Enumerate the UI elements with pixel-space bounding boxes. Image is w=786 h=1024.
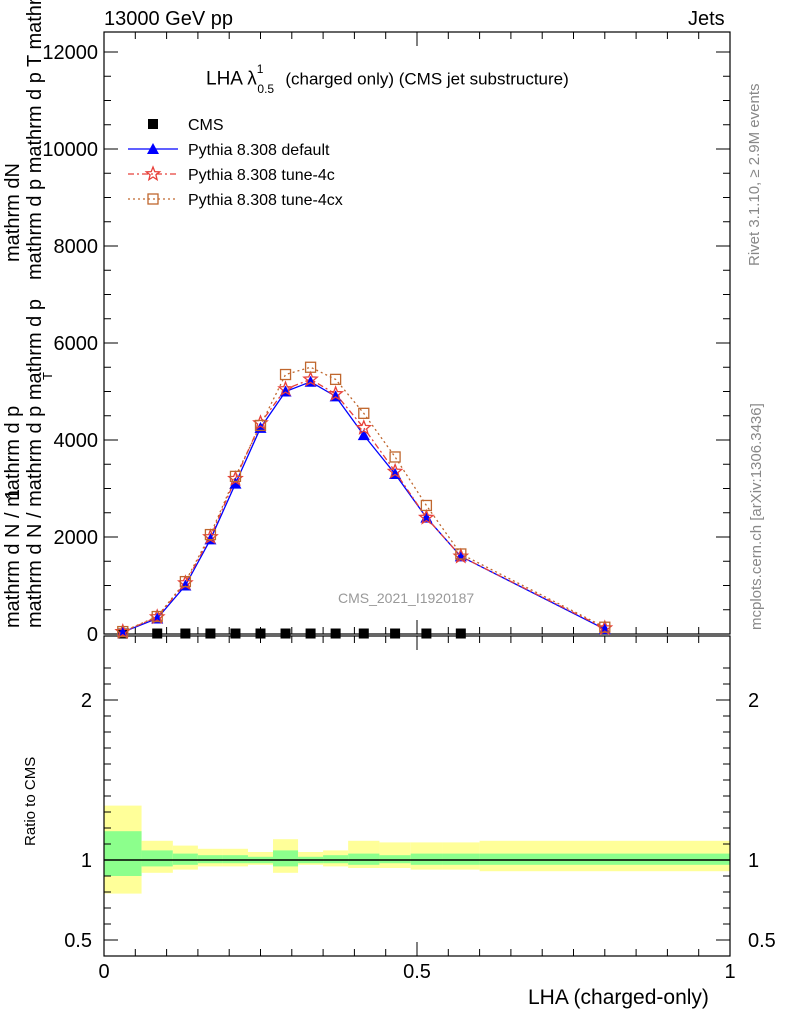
legend-label-1: Pythia 8.308 default xyxy=(188,142,330,159)
ratio-y-tick-label-left: 0.5 xyxy=(64,930,92,952)
series-point-3-9 xyxy=(358,407,370,419)
ratio-band-inner-12 xyxy=(442,853,480,865)
series-point-1-4 xyxy=(229,477,242,489)
series-point-2-10 xyxy=(386,462,404,479)
ratio-y-tick-label-right: 0.5 xyxy=(748,930,776,952)
ratio-y-tick-label-right: 2 xyxy=(748,690,759,712)
y-axis-label-line1: mathrm dN xyxy=(2,163,24,262)
ratio-y-tick-label-left: 2 xyxy=(81,690,92,712)
chart-title-rest: (charged only) (CMS jet substructure) xyxy=(285,69,569,89)
ratio-band-inner-4 xyxy=(222,855,248,864)
y-tick-label: 12000 xyxy=(42,42,98,64)
chart-title-sub: 0.5 xyxy=(257,82,275,97)
y-tick-label: 0 xyxy=(87,624,98,646)
series-point-0-10 xyxy=(390,628,401,639)
ratio-y-axis-label: Ratio to CMS xyxy=(22,756,39,846)
series-point-3-7 xyxy=(304,361,317,373)
chart-title-main: LHA λ xyxy=(206,68,257,90)
ratio-band-inner-1 xyxy=(141,850,173,867)
header-left: 13000 GeV pp xyxy=(104,8,233,30)
ratio-plot-frame xyxy=(103,635,731,957)
series-point-0-8 xyxy=(330,628,341,639)
series-point-2-8 xyxy=(327,385,344,402)
axis-ticks xyxy=(103,32,731,956)
ratio-band-inner-10 xyxy=(379,855,411,864)
chart-title-sup: 1 xyxy=(256,62,264,76)
series-point-3-13 xyxy=(599,621,611,633)
ratio-band-inner-13 xyxy=(479,853,730,865)
series-point-0-5 xyxy=(255,628,266,639)
ratio-band-inner-2 xyxy=(172,853,198,865)
legend-label-0: CMS xyxy=(188,117,224,134)
x-axis-label: LHA (charged-only) xyxy=(528,986,709,1009)
legend-marker-1 xyxy=(147,143,159,154)
ratio-band-inner-0 xyxy=(104,831,142,876)
tick-labels: 0 2000 4000 6000 8000 10000 12000 0 0.5 1 0.5 0.5 1 1… xyxy=(42,42,775,983)
series-point-0-7 xyxy=(305,628,316,639)
legend-label-3: Pythia 8.308 tune-4cx xyxy=(188,192,343,209)
ratio-frame-rect xyxy=(103,635,731,957)
series-point-0-2 xyxy=(180,628,191,639)
series-point-1-9 xyxy=(357,429,370,441)
ratio-band-inner-9 xyxy=(348,853,380,865)
x-tick-label: 0 xyxy=(98,961,109,983)
series-point-0-11 xyxy=(421,628,432,639)
y-tick-label: 2000 xyxy=(54,527,99,549)
series-point-0-4 xyxy=(230,628,241,639)
ratio-y-tick-label-left: 1 xyxy=(81,850,92,872)
series-point-0-12 xyxy=(455,628,466,639)
y-tick-label: 6000 xyxy=(54,333,99,355)
series-point-3-5 xyxy=(254,419,267,432)
series-point-2-11 xyxy=(417,508,435,525)
rivet-label: Rivet 3.1.10, ≥ 2.9M events xyxy=(746,83,763,267)
legend-marker-3 xyxy=(147,193,159,205)
series-point-3-6 xyxy=(279,368,292,381)
x-tick-label: 1 xyxy=(724,961,735,983)
legend-marker-0 xyxy=(148,119,158,129)
chart-title: LHA λ1 0.5 (charged only) (CMS jet substr… xyxy=(206,62,569,96)
series-point-0-1 xyxy=(152,628,163,639)
series-point-2-7 xyxy=(302,370,319,387)
y-axis-label-frac-bottom: mathrm d N / mathrm d p mathrm d p xyxy=(24,299,46,628)
ratio-band-inner-11 xyxy=(410,853,443,865)
ratio-band-inner-3 xyxy=(197,855,223,864)
series-point-0-9 xyxy=(358,628,369,639)
y-tick-label: 8000 xyxy=(54,236,99,258)
series-point-3-8 xyxy=(329,373,342,386)
series-point-3-2 xyxy=(179,575,192,588)
legend-label-2: Pythia 8.308 tune-4c xyxy=(188,167,335,184)
legend-marker-2 xyxy=(144,165,162,182)
y-axis-label-sub: T xyxy=(40,372,55,380)
ratio-band-inner-8 xyxy=(323,855,349,864)
series-point-3-4 xyxy=(229,470,242,483)
y-tick-label: 10000 xyxy=(42,139,98,161)
series-line-3 xyxy=(122,366,606,633)
y-axis-label-frac-bottom2: mathrm d N / mathrm d p xyxy=(2,405,24,628)
legend: CMS Pythia 8.308 default Pythia 8.308 tune… xyxy=(128,117,343,209)
x-tick-label: 0.5 xyxy=(403,961,431,983)
y-axis-label-line2: mathrm d p mathrm d p T mathrm d lambda xyxy=(24,0,46,280)
y-tick-label: 4000 xyxy=(54,430,99,452)
series-point-2-9 xyxy=(355,419,373,435)
series-point-3-3 xyxy=(204,528,217,541)
series-markers xyxy=(114,361,614,639)
series-point-3-0 xyxy=(117,625,129,638)
watermark: CMS_2021_I1920187 xyxy=(338,590,475,606)
series-point-0-3 xyxy=(205,628,216,639)
header-right: Jets xyxy=(688,8,725,30)
series-point-3-11 xyxy=(420,499,433,512)
series-point-0-6 xyxy=(280,628,291,639)
series-point-2-6 xyxy=(277,380,294,397)
series-point-3-10 xyxy=(389,451,401,463)
ratio-y-tick-label-right: 1 xyxy=(748,850,759,872)
ratio-band-inner-6 xyxy=(273,850,299,867)
series-point-3-1 xyxy=(151,610,163,623)
mcplots-label: mcplots.cern.ch [arXiv:1306.3436] xyxy=(748,403,765,630)
ratio-uncertainty-bands xyxy=(104,805,730,894)
series-point-3-12 xyxy=(455,548,467,560)
